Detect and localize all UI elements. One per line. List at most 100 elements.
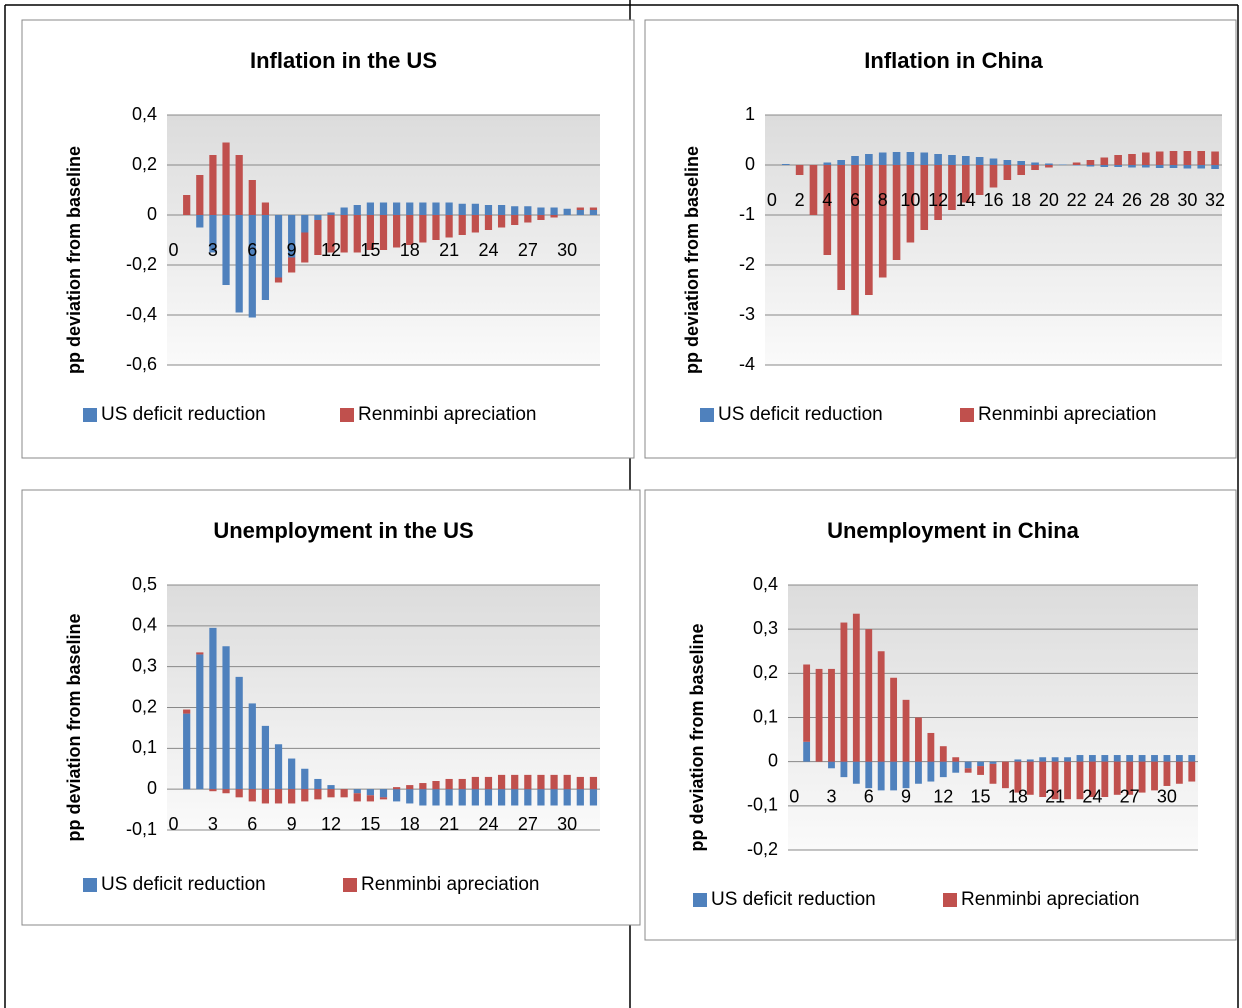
- x-tick-label: 30: [1177, 190, 1197, 210]
- y-tick-label: -0,4: [126, 304, 157, 324]
- bar: [1003, 165, 1012, 180]
- bar: [851, 165, 859, 315]
- x-tick-label: 26: [1122, 190, 1142, 210]
- bar: [1183, 165, 1192, 169]
- bar: [314, 220, 322, 255]
- bar: [878, 152, 887, 165]
- x-tick-label: 6: [247, 240, 257, 260]
- x-tick-label: 12: [321, 814, 341, 834]
- bar: [1101, 761, 1109, 797]
- bar: [865, 629, 873, 762]
- bar: [432, 789, 440, 806]
- bar: [301, 215, 309, 233]
- bar: [327, 212, 335, 215]
- bar: [964, 761, 972, 769]
- x-tick-label: 30: [557, 814, 577, 834]
- bar: [920, 165, 929, 230]
- x-tick-label: 3: [826, 786, 836, 806]
- bar: [964, 768, 972, 773]
- x-tick-label: 18: [400, 814, 420, 834]
- bar: [379, 215, 388, 250]
- bar: [484, 789, 493, 806]
- bar: [235, 155, 243, 215]
- bar: [865, 165, 873, 295]
- bar: [419, 215, 427, 243]
- bar: [939, 746, 947, 762]
- bar: [511, 774, 519, 790]
- bar: [906, 165, 915, 243]
- bar: [1126, 761, 1134, 795]
- legend-label: Renminbi apreciation: [961, 889, 1140, 910]
- bar: [274, 277, 283, 283]
- bar: [927, 761, 935, 782]
- legend-label: US deficit reduction: [711, 889, 876, 910]
- bar: [274, 215, 283, 278]
- bar: [781, 164, 790, 165]
- bar: [1169, 165, 1178, 168]
- bar: [576, 207, 584, 210]
- bar: [196, 654, 204, 790]
- x-tick-label: 21: [439, 240, 459, 260]
- bar: [840, 761, 848, 778]
- plot-area: [765, 115, 1222, 365]
- x-tick-label: 10: [900, 190, 920, 210]
- bar: [837, 160, 845, 165]
- bar: [1088, 755, 1096, 762]
- bar: [1151, 755, 1158, 762]
- bar: [1163, 761, 1171, 786]
- y-tick-label: 0,2: [132, 696, 157, 716]
- bar: [261, 202, 270, 215]
- x-tick-label: 9: [287, 814, 297, 834]
- bar: [511, 215, 519, 225]
- y-tick-label: -0,2: [126, 254, 157, 274]
- bar: [1138, 755, 1146, 762]
- bar: [1076, 755, 1084, 762]
- x-tick-label: 21: [439, 814, 459, 834]
- bar: [1014, 759, 1022, 762]
- bar: [892, 152, 901, 165]
- bar: [563, 774, 571, 790]
- bar: [550, 774, 558, 790]
- y-tick-label: 0,4: [753, 574, 778, 594]
- bar: [803, 741, 811, 762]
- bar: [1064, 757, 1071, 762]
- bar: [340, 207, 348, 215]
- bar: [1163, 755, 1171, 762]
- bar: [183, 713, 191, 790]
- bar: [484, 205, 493, 215]
- y-tick-label: 0,2: [753, 662, 778, 682]
- bar: [837, 165, 845, 290]
- bar: [840, 622, 848, 762]
- bar: [432, 781, 440, 790]
- y-tick-label: -0,2: [747, 839, 778, 859]
- bar: [1064, 761, 1071, 800]
- bar: [1072, 162, 1081, 165]
- x-tick-label: 15: [360, 814, 380, 834]
- bar: [975, 165, 984, 195]
- bar: [288, 758, 296, 790]
- bar: [1031, 165, 1039, 170]
- bar: [458, 789, 466, 806]
- bar: [823, 162, 832, 165]
- bar: [852, 613, 860, 762]
- bar: [196, 215, 204, 228]
- bar: [537, 774, 545, 790]
- y-tick-label: 0,4: [132, 615, 157, 635]
- bar: [248, 215, 256, 318]
- bar: [1183, 151, 1192, 165]
- bar: [902, 761, 910, 789]
- y-tick-label: 0,2: [132, 154, 157, 174]
- y-tick-label: 0: [147, 204, 157, 224]
- bar: [314, 215, 322, 220]
- bar: [1026, 759, 1034, 762]
- bar: [406, 789, 414, 804]
- bar: [524, 774, 532, 790]
- bar: [1197, 151, 1206, 165]
- bar: [890, 761, 898, 791]
- bar: [497, 205, 506, 215]
- y-tick-label: -1: [739, 204, 755, 224]
- bar: [353, 793, 361, 802]
- bar: [989, 761, 997, 764]
- bar: [1197, 165, 1206, 169]
- y-tick-label: -3: [739, 304, 755, 324]
